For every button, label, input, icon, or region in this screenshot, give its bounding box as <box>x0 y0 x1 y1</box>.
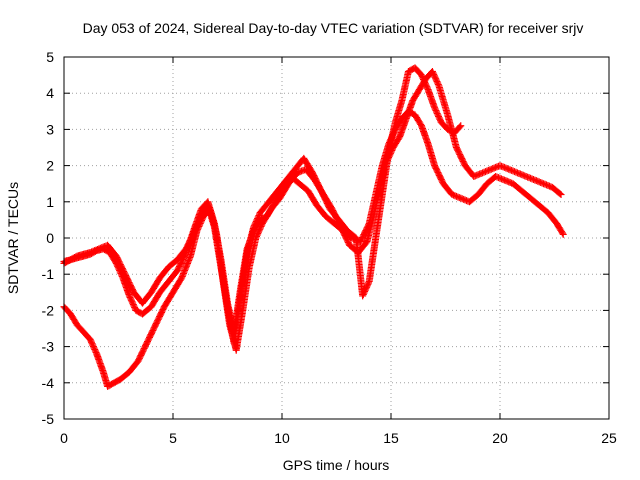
grid-lines <box>64 57 609 419</box>
data-point-marker <box>557 191 565 199</box>
y-tick-label: -5 <box>42 411 55 427</box>
y-tick-label: -3 <box>42 339 55 355</box>
x-tick-label: 20 <box>492 430 508 446</box>
data-point-marker <box>558 229 566 237</box>
y-tick-label: -4 <box>42 375 55 391</box>
y-axis-label: SDTVAR / TECUs <box>5 182 21 294</box>
y-tick-label: -2 <box>42 302 55 318</box>
data-point-marker <box>559 230 567 238</box>
data-point-marker <box>457 122 465 130</box>
data-points <box>60 64 567 390</box>
y-tick-label: 1 <box>46 194 54 210</box>
data-point-marker <box>556 190 564 198</box>
x-tick-label: 15 <box>383 430 399 446</box>
y-tick-label: 4 <box>46 85 54 101</box>
x-tick-label: 10 <box>274 430 290 446</box>
data-point-marker <box>434 81 442 89</box>
series-track-c <box>60 64 465 347</box>
y-tick-label: 3 <box>46 121 54 137</box>
plot-frame <box>63 56 610 420</box>
x-tick-label: 5 <box>169 430 177 446</box>
x-axis-label: GPS time / hours <box>283 457 390 473</box>
y-tick-label: 5 <box>46 49 54 65</box>
chart-title: Day 053 of 2024, Sidereal Day-to-day VTE… <box>83 20 584 36</box>
y-tick-labels: -5 -4 -3 -2 -1 0 1 2 3 4 5 <box>42 49 55 427</box>
x-tick-label: 25 <box>601 430 617 446</box>
x-tick-labels: 0 5 10 15 20 25 <box>60 430 617 446</box>
y-tick-label: -1 <box>42 266 55 282</box>
y-tick-label: 2 <box>46 158 54 174</box>
y-tick-label: 0 <box>46 230 54 246</box>
data-point-marker <box>456 123 464 131</box>
data-point-marker <box>365 279 373 287</box>
x-tick-label: 0 <box>60 430 68 446</box>
